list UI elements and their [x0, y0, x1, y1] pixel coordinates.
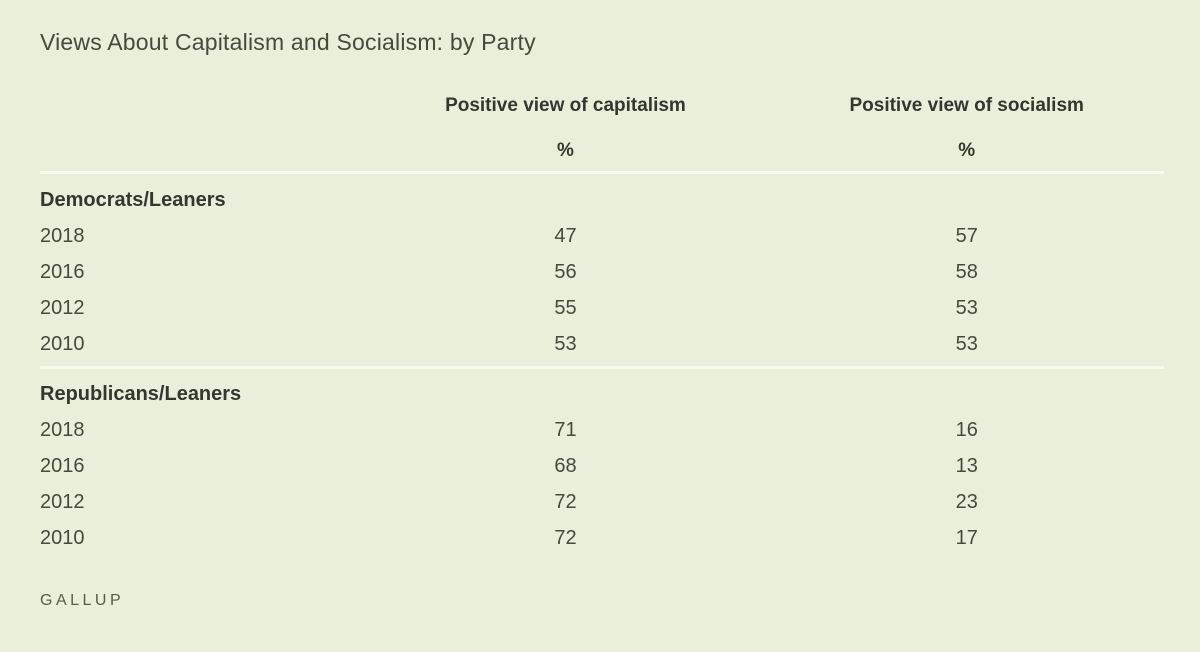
- capitalism-value: 55: [554, 296, 577, 319]
- row-year: 2016: [40, 454, 85, 477]
- table-row: 2012 72 23: [40, 484, 1164, 520]
- page-title: Views About Capitalism and Socialism: by…: [40, 29, 536, 55]
- table-row: 2012 55 53: [40, 290, 1164, 326]
- capitalism-value: 68: [554, 454, 577, 477]
- table-row: 2018 47 57: [40, 218, 1164, 254]
- unit-capitalism: %: [557, 140, 574, 161]
- capitalism-value: 71: [554, 418, 577, 441]
- section-divider: [40, 366, 1164, 369]
- socialism-value: 17: [955, 526, 978, 549]
- socialism-value: 58: [955, 260, 978, 283]
- section-label: Republicans/Leaners: [40, 382, 242, 405]
- capitalism-value: 56: [554, 260, 577, 283]
- table-row: 2016 68 13: [40, 448, 1164, 484]
- row-year: 2016: [40, 260, 85, 283]
- row-year: 2018: [40, 224, 85, 247]
- table-row: 2016 56 58: [40, 254, 1164, 290]
- column-header-socialism: Positive view of socialism: [849, 95, 1084, 116]
- socialism-value: 23: [955, 490, 978, 513]
- column-header-capitalism: Positive view of capitalism: [445, 95, 686, 116]
- section-header-republicans: Republicans/Leaners: [40, 376, 1164, 412]
- gallup-logo: GALLUP: [40, 592, 125, 609]
- row-year: 2012: [40, 490, 85, 513]
- socialism-value: 57: [955, 224, 978, 247]
- unit-row: % %: [40, 140, 1164, 162]
- socialism-value: 53: [955, 296, 978, 319]
- capitalism-value: 53: [554, 332, 577, 355]
- row-year: 2010: [40, 526, 85, 549]
- socialism-value: 16: [955, 418, 978, 441]
- table-row: 2018 71 16: [40, 412, 1164, 448]
- unit-socialism: %: [958, 140, 976, 161]
- table-row: 2010 53 53: [40, 326, 1164, 362]
- row-year: 2018: [40, 418, 85, 441]
- section-header-democrats: Democrats/Leaners: [40, 182, 1164, 218]
- socialism-value: 13: [955, 454, 978, 477]
- row-year: 2010: [40, 332, 85, 355]
- socialism-value: 53: [955, 332, 978, 355]
- gallup-table-card: Views About Capitalism and Socialism: by…: [0, 29, 1200, 652]
- capitalism-value: 72: [554, 490, 577, 513]
- capitalism-value: 72: [554, 526, 577, 549]
- section-divider: [40, 171, 1164, 174]
- section-label: Democrats/Leaners: [40, 188, 226, 211]
- column-header-row: Positive view of capitalism Positive vie…: [40, 95, 1164, 117]
- row-year: 2012: [40, 296, 85, 319]
- capitalism-value: 47: [554, 224, 577, 247]
- table-row: 2010 72 17: [40, 520, 1164, 556]
